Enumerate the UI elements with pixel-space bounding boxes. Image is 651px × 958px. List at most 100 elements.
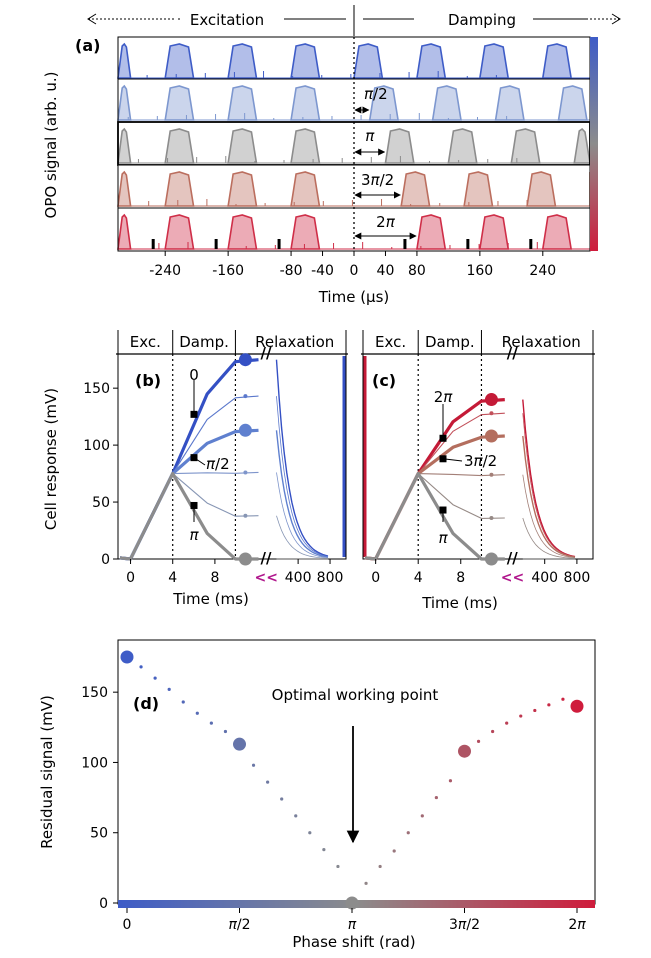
shift-annotations: π/2 π 3π/2 2π bbox=[354, 85, 417, 240]
damping-arrow-head bbox=[611, 13, 621, 25]
region-damp-label: Damp. bbox=[179, 333, 229, 351]
highlight-point bbox=[233, 737, 246, 751]
region-damp-label: Damp. bbox=[425, 333, 475, 351]
phase-label-1: 3π/2 bbox=[464, 452, 497, 470]
scatter-point bbox=[251, 763, 256, 767]
relaxation-curve-2π bbox=[522, 399, 576, 558]
opo-pulse bbox=[447, 128, 478, 164]
shift-label-3: 2π bbox=[376, 213, 396, 231]
scatter-point bbox=[392, 849, 396, 853]
response-curve-π bbox=[364, 472, 505, 561]
ytick-label: 50 bbox=[92, 495, 110, 511]
scatter-point bbox=[561, 697, 565, 701]
region-exc-label: Exc. bbox=[375, 333, 406, 351]
end-point-π bbox=[238, 552, 252, 566]
opo-pulse bbox=[494, 85, 525, 121]
opo-pulse bbox=[478, 214, 510, 250]
opo-pulse bbox=[510, 128, 541, 164]
panel-a-xlabel: Time (µs) bbox=[318, 288, 390, 306]
opo-pulse bbox=[290, 43, 321, 79]
scatter-point bbox=[336, 864, 340, 869]
scatter-point bbox=[434, 795, 438, 800]
panel-b-xlabel: Time (ms) bbox=[172, 590, 249, 608]
opo-pulse bbox=[541, 214, 573, 250]
xtick-label: -240 bbox=[149, 263, 181, 279]
scatter-point bbox=[519, 714, 523, 718]
scatter-point bbox=[420, 814, 424, 818]
end-point-0 bbox=[238, 353, 252, 367]
ytick-label: 150 bbox=[83, 381, 110, 397]
phase-label-2: π bbox=[189, 526, 199, 544]
opo-pulse bbox=[463, 171, 494, 207]
response-curve-9π/8 bbox=[364, 473, 505, 560]
opo-pulse bbox=[227, 128, 258, 164]
panel-d-frame bbox=[117, 639, 596, 905]
shift-label-1: π bbox=[365, 127, 375, 145]
opo-pulse bbox=[164, 214, 195, 250]
scatter-point bbox=[491, 729, 495, 734]
panel-a-xticks: -240 -160 -80 -40 0 40 80 160 240 bbox=[149, 251, 556, 279]
xtick-label: π bbox=[348, 917, 357, 933]
phase-leader-1 bbox=[193, 457, 206, 466]
xtick-label: π/2 bbox=[228, 917, 250, 933]
relaxation-curve-7π/8 bbox=[276, 515, 329, 559]
phase-label-2: π bbox=[438, 529, 448, 547]
end-point-small bbox=[243, 394, 248, 399]
opo-pulse bbox=[384, 128, 415, 164]
opo-pulse bbox=[415, 214, 447, 250]
scatter-point bbox=[223, 729, 228, 734]
xtick-label: 800 bbox=[317, 570, 344, 586]
break-marker: << bbox=[254, 570, 277, 586]
xtick-label: 400 bbox=[531, 570, 558, 586]
panel-d-xlabel: Phase shift (rad) bbox=[292, 933, 415, 951]
scatter-point bbox=[294, 814, 298, 818]
opo-pulse bbox=[227, 85, 258, 121]
opo-trace-3 bbox=[117, 164, 591, 209]
relaxation-curve-7π/4 bbox=[522, 413, 576, 558]
relaxation-curve-3π/4 bbox=[276, 472, 329, 559]
scatter-point bbox=[153, 676, 157, 680]
scatter-point bbox=[266, 780, 270, 784]
opo-pulse bbox=[164, 171, 195, 207]
axis-break-bottom: // bbox=[260, 549, 271, 567]
shift-label-2: 3π/2 bbox=[361, 171, 394, 189]
ytick-label: 150 bbox=[81, 685, 108, 701]
xtick-label: 0 bbox=[123, 917, 132, 933]
highlight-point bbox=[570, 699, 584, 713]
relaxation-curve-5π/4 bbox=[522, 474, 576, 559]
phase-label-1: π/2 bbox=[206, 455, 230, 473]
opo-pulse bbox=[400, 171, 431, 207]
opo-pulse bbox=[541, 43, 573, 79]
opo-pulse bbox=[431, 85, 462, 121]
xtick-label: 4 bbox=[414, 570, 423, 586]
xtick-label: 0 bbox=[126, 570, 135, 586]
panel-d-plot: 0 50 100 150 0 π/2 π 3π/2 2π bbox=[81, 650, 586, 933]
highlight-point bbox=[120, 650, 134, 664]
phase-label-0: 2π bbox=[434, 388, 454, 406]
opo-pulse bbox=[290, 171, 321, 207]
end-point-small bbox=[489, 411, 494, 416]
opo-pulse bbox=[164, 43, 195, 79]
scatter-point bbox=[209, 721, 213, 725]
ytick-label: 0 bbox=[101, 552, 110, 568]
end-point-small bbox=[243, 513, 248, 518]
xtick-label: 4 bbox=[168, 570, 177, 586]
xtick-label: 0 bbox=[371, 570, 380, 586]
phase-colorbar bbox=[590, 37, 598, 251]
scatter-point bbox=[406, 831, 410, 835]
phase-leader-1 bbox=[442, 458, 463, 462]
panel-d-ylabel: Residual signal (mV) bbox=[38, 695, 56, 849]
end-point-2π bbox=[484, 393, 498, 407]
scatter-point bbox=[364, 881, 368, 885]
opo-pulse bbox=[415, 43, 447, 79]
xtick-label: 3π/2 bbox=[449, 917, 480, 933]
relaxation-curve-0 bbox=[275, 359, 329, 557]
scatter-point bbox=[547, 703, 551, 707]
opo-pulse bbox=[227, 171, 258, 207]
xtick-label: 240 bbox=[529, 263, 556, 279]
excitation-arrow-head bbox=[87, 13, 97, 25]
xtick-label: -80 bbox=[280, 263, 303, 279]
